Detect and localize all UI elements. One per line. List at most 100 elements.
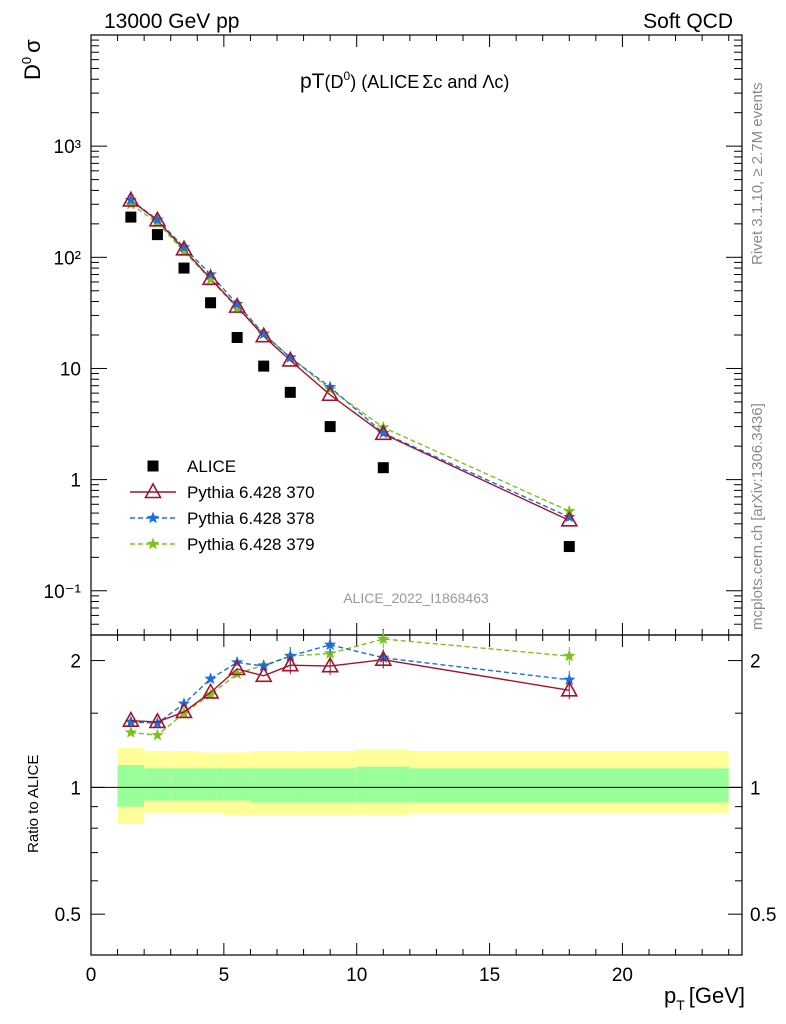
data-point bbox=[201, 269, 220, 286]
data-point bbox=[204, 273, 217, 285]
y-axis-label: D0σ bbox=[19, 39, 45, 80]
ratio-tick-label: 2 bbox=[70, 652, 81, 673]
ratio-tick-label-right: 1 bbox=[750, 778, 761, 799]
series-line bbox=[130, 199, 570, 518]
ratio-series bbox=[121, 630, 579, 741]
ratio-point bbox=[201, 682, 220, 699]
ratio-point bbox=[204, 672, 217, 685]
data-point bbox=[281, 350, 300, 367]
data-point bbox=[177, 244, 191, 257]
mcplots-label: mcplots.cern.ch [arXiv:1306.3436] bbox=[749, 403, 766, 630]
legend-marker bbox=[146, 537, 160, 550]
ratio-point bbox=[374, 650, 393, 666]
data-point bbox=[254, 326, 273, 343]
ratio-point bbox=[563, 673, 576, 686]
ratio-point bbox=[175, 702, 193, 719]
ratio-plot-frame bbox=[90, 634, 743, 956]
data-point-alice bbox=[125, 211, 137, 223]
ratio-tick-label: 1 bbox=[70, 778, 81, 799]
ratio-point bbox=[124, 715, 137, 728]
ratio-point bbox=[204, 688, 217, 700]
ratio-axis-label: Ratio to ALICE bbox=[25, 755, 42, 853]
ratio-point bbox=[324, 638, 337, 651]
band-inner bbox=[144, 768, 171, 801]
data-point-alice bbox=[563, 541, 575, 553]
x-tick-label: 10 bbox=[346, 965, 367, 986]
band-inner bbox=[117, 765, 145, 807]
header-right: Soft QCD bbox=[643, 10, 733, 33]
ratio-point bbox=[121, 711, 140, 727]
x-axis-label: pT [GeV] bbox=[664, 983, 745, 1013]
data-point bbox=[374, 424, 393, 441]
ratio-point bbox=[124, 726, 137, 738]
legend-label: Pythia 6.428 378 bbox=[187, 509, 315, 528]
legend-label: Pythia 6.428 370 bbox=[187, 483, 315, 502]
ratio-point bbox=[281, 655, 300, 672]
legend-label: Pythia 6.428 379 bbox=[187, 535, 315, 554]
data-point-alice bbox=[205, 297, 217, 309]
series-line bbox=[130, 203, 570, 512]
ratio-tick-label-right: 2 bbox=[750, 652, 761, 673]
data-point bbox=[175, 239, 193, 256]
y-tick-label: 10 bbox=[60, 359, 81, 380]
band-inner bbox=[409, 768, 729, 803]
data-point bbox=[124, 197, 137, 210]
data-point-alice bbox=[231, 331, 243, 343]
data-point-alice bbox=[284, 386, 296, 398]
data-point bbox=[228, 296, 247, 313]
data-point bbox=[284, 351, 297, 363]
ratio-point bbox=[560, 680, 579, 697]
band-inner bbox=[277, 768, 304, 803]
legend-marker bbox=[147, 460, 159, 472]
ratio-point bbox=[228, 659, 247, 676]
y-tick-label: 10⁻¹ bbox=[44, 582, 82, 603]
ratio-line bbox=[130, 644, 570, 724]
ratio-point bbox=[377, 632, 390, 645]
band-inner bbox=[197, 768, 224, 801]
main-series bbox=[121, 190, 579, 553]
data-point bbox=[231, 301, 244, 314]
data-point bbox=[560, 510, 579, 527]
data-point bbox=[124, 193, 137, 206]
y-tick-label: 10³ bbox=[54, 137, 81, 158]
data-point bbox=[121, 190, 140, 207]
data-point bbox=[257, 327, 270, 340]
data-point bbox=[148, 210, 167, 227]
band-inner bbox=[170, 768, 198, 801]
data-point-alice bbox=[377, 462, 389, 474]
data-point-alice bbox=[324, 421, 336, 433]
legend: ALICE Pythia 6.428 370 Pythia 6.428 378 Pyt… bbox=[130, 457, 315, 554]
legend-label: ALICE bbox=[187, 457, 236, 476]
ratio-line bbox=[130, 658, 570, 723]
ratio-tick-label-right: 0.5 bbox=[750, 905, 776, 926]
data-point bbox=[151, 213, 164, 225]
data-point-alice bbox=[258, 360, 270, 372]
rivet-label: Rivet 3.1.10, ≥ 2.7M events bbox=[749, 83, 766, 266]
data-point bbox=[177, 240, 191, 253]
ratio-point bbox=[148, 712, 167, 729]
data-point bbox=[563, 510, 576, 523]
ratio-point bbox=[151, 728, 164, 741]
data-point bbox=[563, 504, 576, 517]
axis-ticks: 0 5 10 15 20 10⁻¹ 1 10 10² 10³ 0.5 0.5 1 1 2 2 bbox=[44, 35, 776, 986]
data-point bbox=[321, 385, 340, 402]
band-inner bbox=[250, 768, 277, 803]
header-left: 13000 GeV pp bbox=[104, 10, 239, 33]
ratio-line bbox=[130, 638, 570, 736]
y-tick-label: 1 bbox=[70, 471, 81, 492]
series-line bbox=[130, 199, 570, 522]
ratio-tick-label: 0.5 bbox=[55, 905, 81, 926]
x-tick-label: 0 bbox=[86, 965, 97, 986]
ratio-point bbox=[321, 656, 340, 673]
ratio-point bbox=[254, 666, 273, 683]
ratio-point bbox=[284, 649, 297, 662]
band-inner bbox=[303, 768, 357, 803]
y-tick-label: 10² bbox=[54, 248, 81, 269]
legend-marker bbox=[146, 511, 160, 524]
data-point bbox=[377, 426, 390, 439]
data-point bbox=[231, 297, 244, 310]
legend-marker bbox=[144, 482, 162, 499]
ratio-uncertainty-bands bbox=[91, 748, 742, 824]
ratio-point bbox=[257, 659, 270, 672]
